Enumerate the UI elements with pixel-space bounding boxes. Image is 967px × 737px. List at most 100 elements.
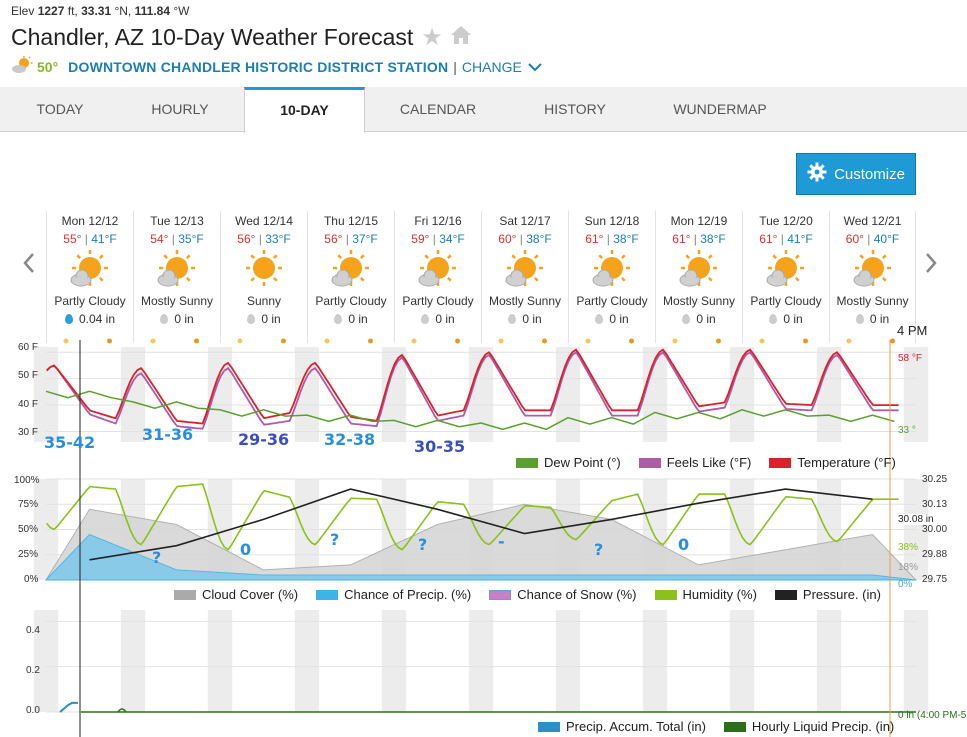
day-column[interactable]: Mon 12/19 61° | 38°F Mostly Sunny 0 in <box>655 211 742 343</box>
night-shade <box>555 610 581 712</box>
day-high: 59° <box>411 232 430 246</box>
legend-precip-accum[interactable]: Precip. Accum. Total (in) <box>538 719 706 734</box>
night-shade <box>903 347 929 442</box>
temp-y-tick: 40 F <box>18 399 39 410</box>
day-temps: 61° | 38°F <box>656 232 742 246</box>
temp-divider: | <box>867 232 871 246</box>
temp-divider: | <box>606 232 610 246</box>
legend-humidity-label: Humidity (%) <box>682 587 757 602</box>
legend-chance-precip-label: Chance of Precip. (%) <box>344 587 472 602</box>
chevron-down-icon[interactable] <box>528 59 542 75</box>
temp-y-tick: 60 F <box>18 342 39 353</box>
day-precip: 0 in <box>569 312 655 326</box>
handwritten-annotation: - <box>498 532 505 551</box>
day-column[interactable]: Wed 12/14 56° | 33°F Sunny 0 in <box>220 211 307 343</box>
forecast-tabs: TODAY HOURLY 10-DAY CALENDAR HISTORY WUN… <box>0 87 967 133</box>
day-column[interactable]: Tue 12/13 54° | 35°F Mostly Sunny 0 in <box>133 211 220 343</box>
night-shade <box>207 610 233 712</box>
tab-calendar[interactable]: CALENDAR <box>399 101 477 117</box>
tab-history[interactable]: HISTORY <box>544 101 606 117</box>
day-high: 54° <box>150 232 169 246</box>
handwritten-annotation: 32-38 <box>324 430 376 449</box>
day-condition: Mostly Sunny <box>488 294 562 308</box>
day-low: 38°F <box>700 232 726 246</box>
legend-hourly-precip[interactable]: Hourly Liquid Precip. (in) <box>723 719 894 734</box>
day-temps: 59° | 34°F <box>395 232 481 246</box>
sun-marker <box>455 338 460 344</box>
legend-chance-precip[interactable]: Chance of Precip. (%) <box>316 587 471 602</box>
legend-temperature[interactable]: Temperature (°F) <box>769 455 896 470</box>
day-date: Fri 12/16 <box>414 214 462 228</box>
day-condition: Mostly Sunny <box>140 294 214 308</box>
day-low: 40°F <box>873 232 900 246</box>
temp-divider: | <box>345 232 349 246</box>
day-column[interactable]: Mon 12/12 55° | 41°F Partly Cloudy 0.04 in <box>46 211 133 343</box>
day-condition: Partly Cloudy <box>576 294 648 308</box>
day-column[interactable]: Sat 12/17 60° | 38°F Mostly Sunny 0 in <box>481 211 568 343</box>
legend-cloud-cover-label: Cloud Cover (%) <box>202 587 299 602</box>
day-condition: Sunny <box>246 294 282 308</box>
tab-today[interactable]: TODAY <box>36 101 84 117</box>
sun-marker <box>585 338 591 344</box>
legend-humidity[interactable]: Humidity (%) <box>654 587 757 602</box>
partly-cloudy-icon <box>569 248 655 293</box>
sun-marker <box>237 338 243 344</box>
legend-feels-like[interactable]: Feels Like (°F) <box>638 455 751 470</box>
raindrop-icon <box>682 314 691 324</box>
temp-divider: | <box>84 232 88 246</box>
day-column[interactable]: Tue 12/20 61° | 41°F Partly Cloudy 0 in <box>742 211 829 343</box>
day-high: 56° <box>237 232 256 246</box>
day-precip-amount: 0 in <box>261 312 281 326</box>
day-high: 61° <box>672 232 691 246</box>
day-low: 38°F <box>613 232 639 246</box>
legend-pressure-label: Pressure. (in) <box>802 587 881 602</box>
day-temps: 60° | 38°F <box>482 232 568 246</box>
sun-marker <box>281 338 286 344</box>
current-time-label: 4 PM <box>897 323 928 338</box>
day-column[interactable]: Thu 12/15 56° | 37°F Partly Cloudy 0 in <box>307 211 394 343</box>
legend-cloud-cover[interactable]: Cloud Cover (%) <box>174 587 298 602</box>
sunny-icon <box>221 248 307 293</box>
night-shade <box>729 610 755 712</box>
change-station-link[interactable]: CHANGE <box>461 58 522 75</box>
day-column[interactable]: Sun 12/18 61° | 38°F Partly Cloudy 0 in <box>568 211 655 343</box>
precip-y-tick: 0.4 <box>26 625 40 636</box>
day-low: 37°F <box>352 232 378 246</box>
day-condition: Partly Cloudy <box>315 294 387 308</box>
pressure-tick: 30.13 <box>922 499 948 510</box>
previous-days-arrow[interactable] <box>22 252 36 278</box>
tab-hourly[interactable]: HOURLY <box>151 101 209 117</box>
favorite-star-icon[interactable]: ★ <box>421 23 443 51</box>
day-low: 41°F <box>787 232 813 246</box>
day-column[interactable]: Wed 12/21 60° | 40°F Mostly Sunny 0 in <box>829 211 916 343</box>
customize-button[interactable]: Customize <box>796 153 916 195</box>
humidity-y-tick: 100% <box>14 475 40 486</box>
handwritten-annotation: 31-36 <box>142 425 194 444</box>
temp-divider: | <box>780 232 784 246</box>
day-temps: 56° | 33°F <box>221 232 307 246</box>
day-column[interactable]: Fri 12/16 59° | 34°F Partly Cloudy 0 in <box>394 211 481 343</box>
legend-chance-snow[interactable]: Chance of Snow (%) <box>489 587 637 602</box>
pressure-tick: 29.75 <box>922 574 948 585</box>
station-name-link[interactable]: DOWNTOWN CHANDLER HISTORIC DISTRICT STAT… <box>68 58 449 75</box>
day-precip-amount: 0 in <box>348 312 368 326</box>
tab-wundermap[interactable]: WUNDERMAP <box>673 101 767 117</box>
temp-divider: | <box>432 232 436 246</box>
legend-pressure[interactable]: Pressure. (in) <box>774 587 881 602</box>
next-days-arrow[interactable] <box>924 252 938 278</box>
day-high: 56° <box>324 232 343 246</box>
tab-10-day[interactable]: 10-DAY <box>244 87 365 133</box>
day-precip: 0 in <box>830 312 915 326</box>
legend-temperature-label: Temperature (°F) <box>797 455 896 470</box>
day-low: 38°F <box>526 232 552 246</box>
night-shade <box>294 610 320 712</box>
handwritten-annotation: ? <box>418 535 428 554</box>
day-precip-amount: 0 in <box>696 312 716 326</box>
handwritten-annotation: ? <box>594 540 604 559</box>
day-low: 35°F <box>178 232 204 246</box>
day-precip-amount: 0 in <box>435 312 455 326</box>
legend-dew-point[interactable]: Dew Point (°) <box>516 455 621 470</box>
day-precip: 0.04 in <box>47 312 133 326</box>
gear-icon <box>807 162 827 186</box>
home-icon[interactable] <box>449 24 473 51</box>
